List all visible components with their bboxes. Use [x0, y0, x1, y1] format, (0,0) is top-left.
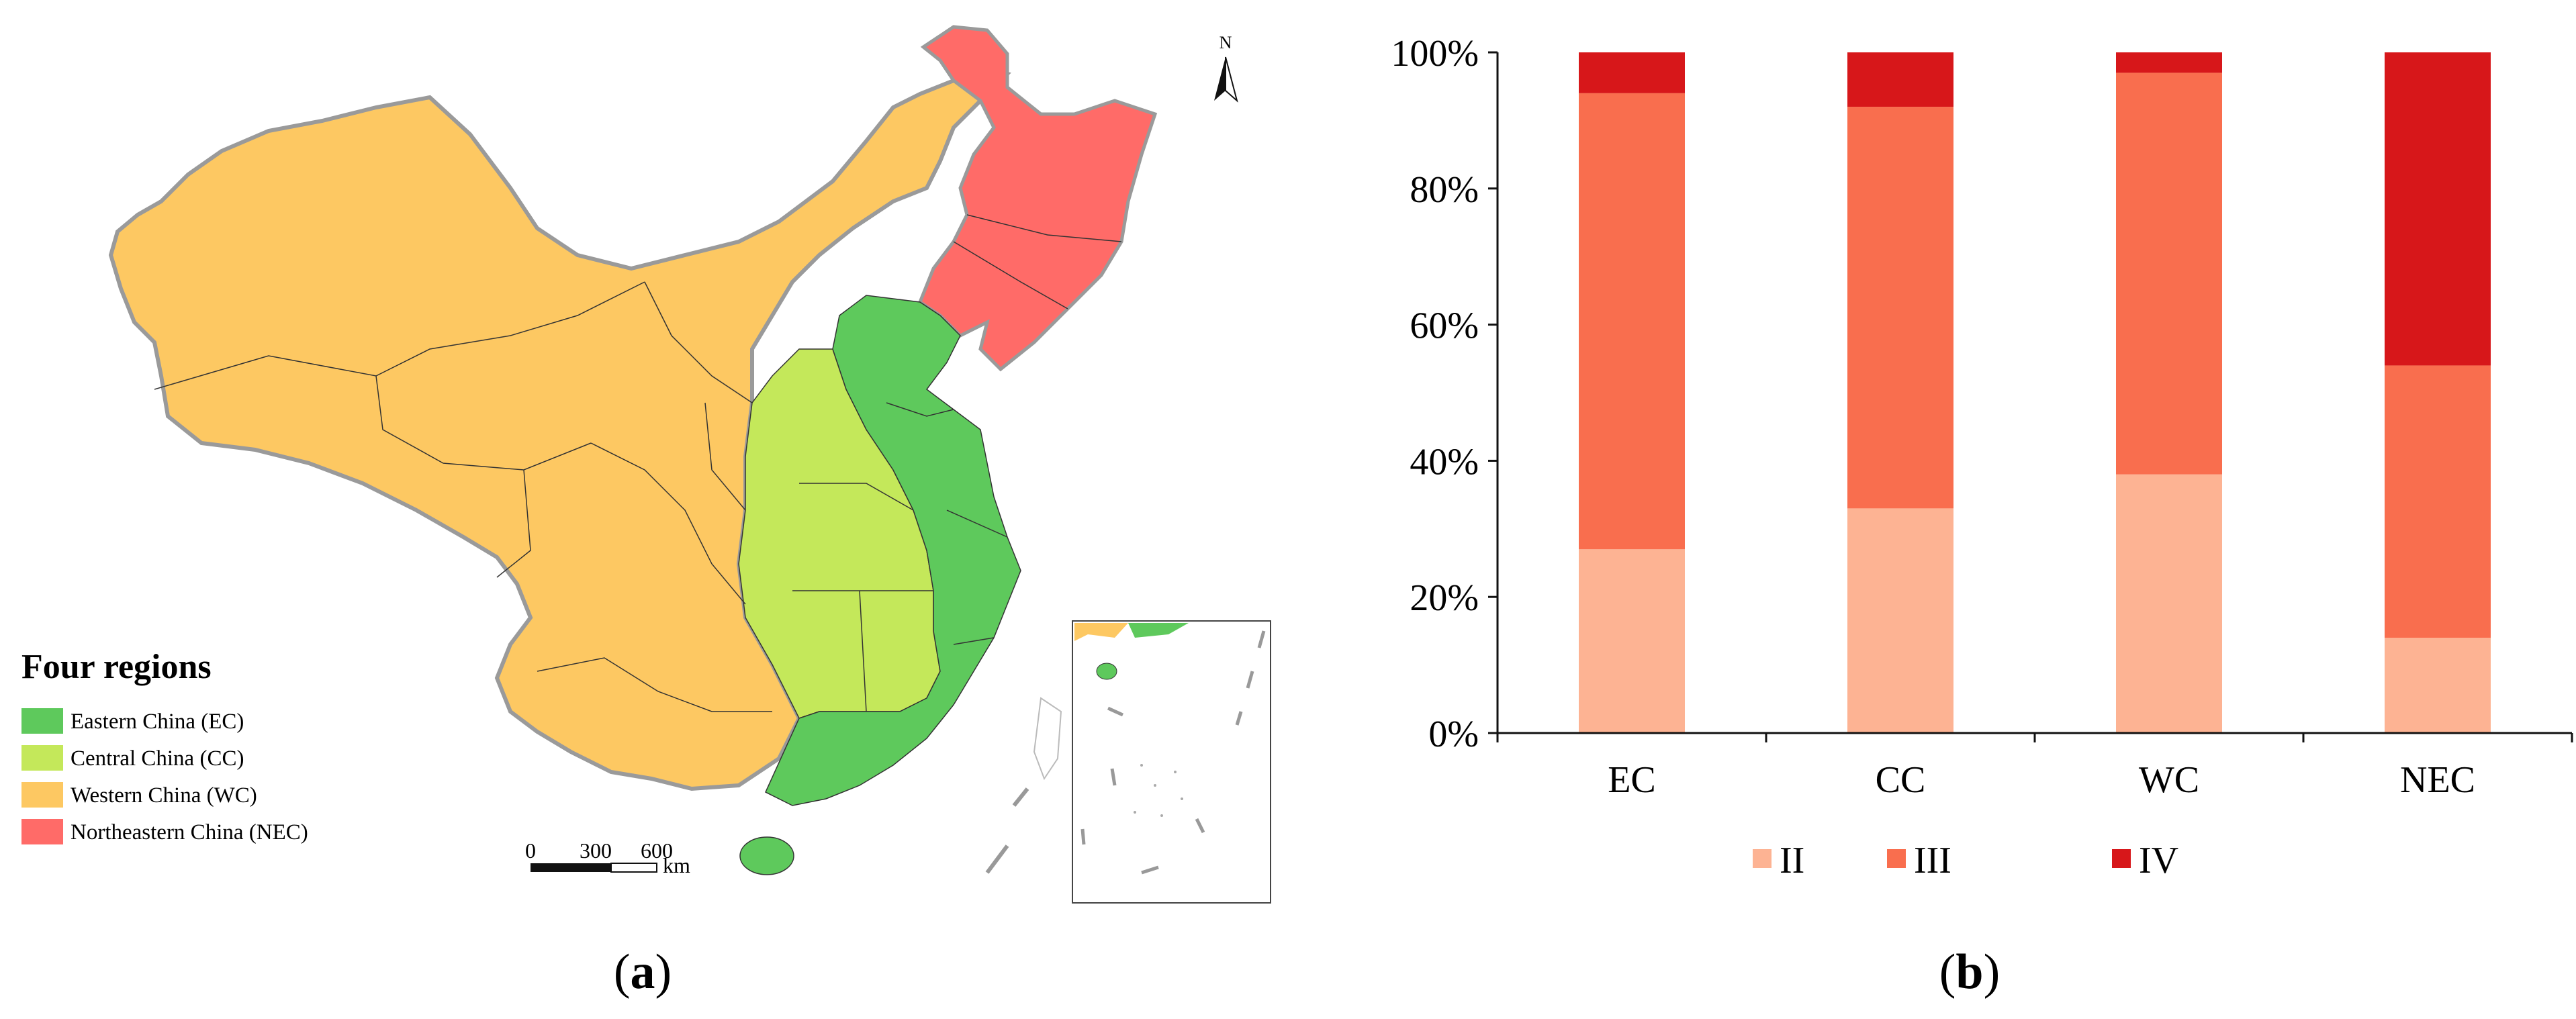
north-arrow-icon: [1214, 56, 1238, 103]
scale-tick-0: 0: [525, 838, 536, 863]
bar-wc-ii: [2116, 474, 2222, 733]
legend-swatch-ec: [21, 708, 63, 734]
legend-swatch-iv: [2112, 849, 2131, 868]
bar-cc-iv: [1847, 52, 1953, 107]
scale-unit: km: [663, 853, 690, 877]
bar-ec-iv: [1579, 52, 1685, 93]
map-legend: Eastern China (EC) Central China (CC) We…: [21, 708, 308, 844]
bars-layer: [1579, 52, 2491, 733]
panel-letter-a: a: [631, 944, 655, 1000]
legend-swatch-wc: [21, 782, 63, 808]
bar-nec-ii: [2385, 638, 2491, 733]
legend-title: Four regions: [21, 648, 212, 686]
legend-swatch-iii: [1887, 849, 1906, 868]
y-tick-label: 0%: [1428, 714, 1479, 755]
legend-swatch-ii: [1753, 849, 1772, 868]
region-western-china: [108, 64, 1011, 791]
legend-label-ii: II: [1780, 840, 1804, 881]
bar-wc-iv: [2116, 52, 2222, 73]
panel-letter-b: b: [1956, 944, 1983, 1000]
bar-ec-ii: [1579, 549, 1685, 733]
y-tick-label: 60%: [1410, 305, 1479, 347]
legend-label-nec: Northeastern China (NEC): [71, 820, 308, 844]
bar-ec-iii: [1579, 93, 1685, 550]
bar-wc-iii: [2116, 72, 2222, 475]
legend-label-ec: Eastern China (EC): [71, 710, 244, 734]
hainan-island: [739, 836, 794, 875]
region-northeastern-china: [917, 25, 1158, 372]
y-tick-label: 20%: [1410, 577, 1479, 619]
x-tick-label-cc: CC: [1876, 759, 1926, 801]
y-tick-label: 100%: [1391, 33, 1479, 75]
bar-nec-iv: [2385, 52, 2491, 366]
x-tick-label-ec: EC: [1608, 759, 1656, 801]
legend-label-wc: Western China (WC): [71, 783, 257, 808]
boundary-dashes: [985, 787, 1029, 874]
legend-label-cc: Central China (CC): [71, 746, 244, 771]
taiwan-outline: [1033, 697, 1062, 781]
scale-tick-300: 300: [580, 838, 612, 863]
x-tick-label-wc: WC: [2139, 759, 2199, 801]
bar-nec-iii: [2385, 365, 2491, 638]
chart-legend: II III IV: [1753, 840, 2178, 881]
legend-swatch-nec: [21, 819, 63, 844]
china-regions-map: N 0 300 600 km Four regions Eastern Chin…: [21, 25, 1271, 1000]
y-tick-label: 80%: [1410, 169, 1479, 211]
x-tick-label-nec: NEC: [2400, 759, 2475, 801]
y-tick-label: 40%: [1410, 441, 1479, 483]
south-china-sea-inset: [1072, 620, 1271, 904]
x-ticks: EC CC WC NEC: [1496, 733, 2573, 801]
panel-label-b: (b): [1939, 944, 2000, 1000]
province-boundaries: [154, 214, 1122, 712]
bar-cc-iii: [1847, 107, 1953, 509]
scale-bar: [531, 863, 657, 873]
scale-tick-600: 600: [641, 838, 673, 863]
y-ticks: 0% 20% 40% 60% 80% 100%: [1391, 33, 1498, 755]
north-label: N: [1220, 33, 1232, 52]
legend-swatch-cc: [21, 745, 63, 771]
bar-cc-ii: [1847, 508, 1953, 733]
region-eastern-china: [765, 295, 1021, 806]
legend-label-iii: III: [1914, 840, 1951, 881]
panel-label-a: (a): [614, 944, 672, 1000]
legend-label-iv: IV: [2139, 840, 2178, 881]
